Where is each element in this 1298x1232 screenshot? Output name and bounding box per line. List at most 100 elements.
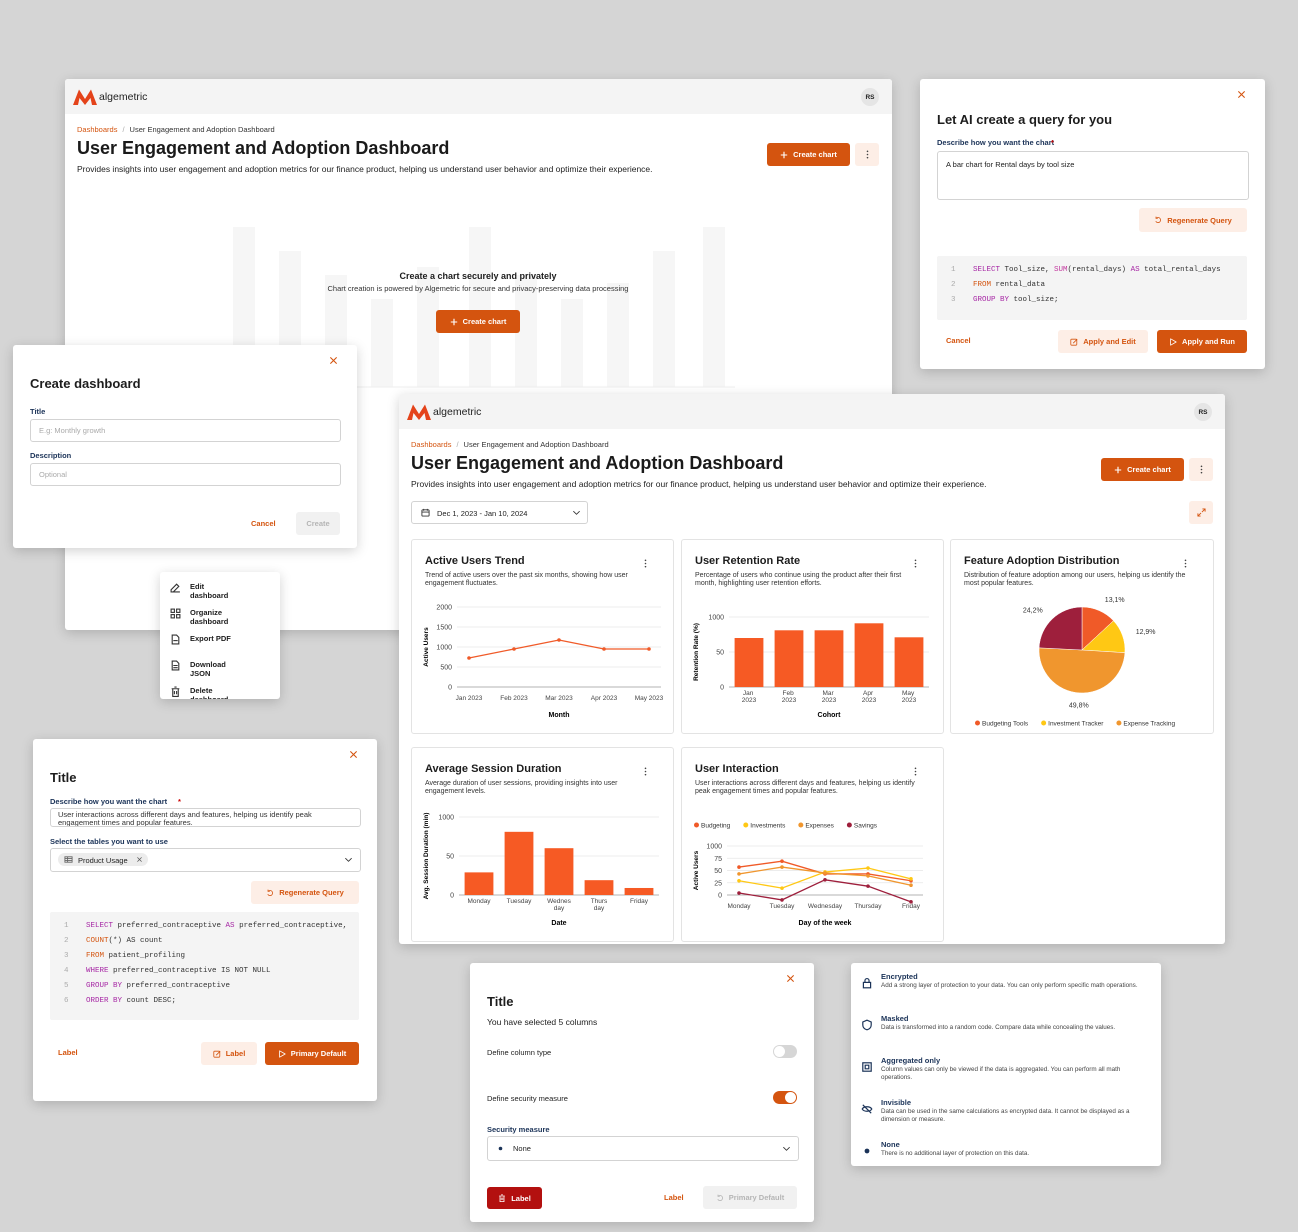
number: 3: [64, 952, 69, 960]
legend-marker: [1041, 720, 1047, 726]
items[interactable]: Delete dashboard: [190, 686, 229, 699]
code-token: preferred_contraceptive IS NOT NULL: [108, 967, 271, 975]
button[interactable]: Primary Default: [265, 1042, 359, 1065]
button[interactable]: Primary Default: [703, 1186, 797, 1209]
subtitle: Percentage of users who continue using t…: [695, 572, 902, 587]
icon-part: [1200, 468, 1202, 471]
bar: [544, 848, 574, 895]
create-dashboard-modal: Create dashboard Title E.g: Monthly growth…: [13, 345, 357, 548]
menu-icon: [170, 608, 181, 619]
point: [780, 898, 784, 902]
icon-button[interactable]: [855, 143, 879, 166]
chip: Product Usage: [58, 853, 148, 866]
y-tick-label: 2000: [436, 605, 452, 612]
button[interactable]: Create: [296, 512, 340, 535]
chart-card: 0 500 1000 1500 2000 Jan 2023 Feb 2023 Mar 2023…: [411, 539, 674, 734]
button-icon: [1170, 337, 1177, 346]
point: [866, 884, 870, 888]
code-token: SUM: [1054, 266, 1068, 274]
items[interactable]: Edit dashboard: [190, 582, 229, 600]
breadcrumb-link[interactable]: Dashboards: [77, 125, 118, 134]
breadcrumb-link[interactable]: Dashboards: [411, 440, 452, 449]
input[interactable]: Product Usage: [50, 848, 361, 872]
point: [909, 883, 913, 887]
icon-part: [176, 614, 181, 619]
button[interactable]: Apply and Edit: [1058, 330, 1148, 353]
code-token: rental_data: [991, 281, 1046, 289]
input[interactable]: None: [487, 1136, 799, 1161]
button[interactable]: Create chart: [436, 310, 520, 333]
items[interactable]: Organize dashboard: [190, 608, 229, 626]
subtitle: You have selected 5 columns: [487, 1017, 598, 1027]
number: 3: [951, 296, 956, 304]
icon-part: [914, 559, 917, 562]
chart-card: 0 50 1000 Jan 2023 Feb 2023 Mar 2023 Apr 2023 M…: [681, 539, 944, 734]
code-token: COUNT: [86, 937, 109, 945]
legend-label: Budgeting Tools: [982, 720, 1029, 727]
input[interactable]: E.g: Monthly growth: [30, 419, 341, 442]
code-token: Tool_size,: [1000, 266, 1055, 274]
button[interactable]: Regenerate Query: [251, 881, 359, 904]
icon-part: [345, 857, 352, 862]
close-button[interactable]: [786, 974, 795, 983]
y-tick-label: 0: [450, 893, 454, 900]
point: [909, 900, 913, 904]
icon-part: [170, 583, 180, 593]
create-button: Create chart: [793, 150, 837, 159]
toggle[interactable]: [773, 1045, 797, 1058]
items[interactable]: Download JSON: [190, 660, 226, 678]
button[interactable]: Label: [487, 1187, 542, 1209]
tables-label: Select the tables you want to use: [50, 837, 168, 846]
point: [647, 647, 651, 651]
chevron: [573, 510, 580, 515]
bar: [624, 887, 654, 895]
icon-part: [703, 227, 725, 387]
icon-part: [914, 562, 917, 565]
title: User Engagement and Adoption Dashboard: [77, 138, 450, 158]
chart-menu[interactable]: [911, 559, 920, 568]
chart-menu[interactable]: [1181, 559, 1190, 568]
chart: 0 25 50 75 1000 Monday Tuesday Wednesday Thursda…: [693, 822, 923, 927]
close-button[interactable]: [329, 356, 338, 365]
icon-button[interactable]: [1189, 501, 1213, 524]
close-button[interactable]: [1237, 90, 1246, 99]
icon-button[interactable]: [1189, 458, 1213, 481]
point: [512, 647, 516, 651]
icon-part: [914, 767, 917, 770]
input[interactable]: Optional: [30, 463, 341, 486]
code-token: count DESC;: [122, 997, 177, 1005]
legend-marker: [975, 720, 980, 726]
icon-part: [607, 283, 629, 387]
icon-part: [407, 404, 431, 420]
input[interactable]: User interactions across different days …: [50, 808, 361, 827]
menu-icon: [171, 634, 180, 645]
items[interactable]: Export PDF: [190, 634, 231, 643]
icon-part: [499, 1194, 506, 1202]
button[interactable]: Apply and Run: [1157, 330, 1247, 353]
chart-menu[interactable]: [641, 559, 650, 568]
line: [468, 639, 649, 659]
button[interactable]: Label: [201, 1042, 257, 1065]
y-tick-label: 500: [440, 665, 452, 672]
button[interactable]: Create chart: [767, 143, 850, 166]
button-icon: [1070, 338, 1078, 346]
code-token: preferred_contraceptive: [122, 982, 231, 990]
chart-menu[interactable]: [641, 767, 650, 776]
date-picker[interactable]: Dec 1, 2023 - Jan 10, 2024: [411, 501, 588, 524]
button[interactable]: Create chart: [1101, 458, 1184, 481]
code-token: preferred_contraceptive,: [234, 922, 348, 930]
security-icon: [861, 1104, 873, 1114]
toggle[interactable]: [773, 1091, 797, 1104]
text: There is no additional layer of protecti…: [881, 1150, 1030, 1157]
chart-menu[interactable]: [911, 767, 920, 776]
close-button[interactable]: [349, 750, 358, 759]
input[interactable]: A bar chart for Rental days by tool size: [937, 151, 1249, 200]
button[interactable]: Regenerate Query: [1139, 208, 1247, 232]
text: Add a strong layer of protection to your…: [881, 982, 1138, 989]
x-tick-label-part: day: [554, 905, 565, 912]
dashboard: algemetric RS Dashboards / User Engagement a…: [399, 394, 1225, 944]
icon-part: [215, 1050, 221, 1055]
point: [866, 874, 870, 878]
